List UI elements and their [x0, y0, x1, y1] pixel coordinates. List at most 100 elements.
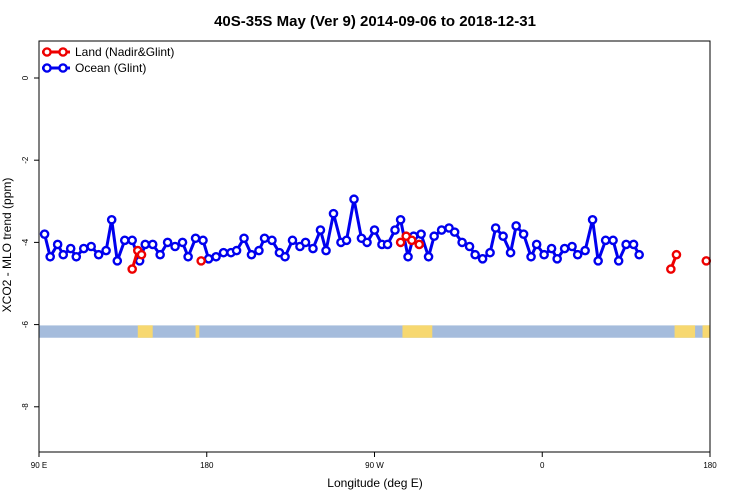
- ocean-series-point: [436, 225, 447, 235]
- chart-title: 40S-35S May (Ver 9) 2014-09-06 to 2018-1…: [214, 13, 536, 30]
- ocean-series-point: [190, 233, 201, 244]
- ocean-series-point: [45, 251, 55, 262]
- ocean-series-point: [634, 249, 644, 260]
- ocean-series-point: [608, 235, 618, 246]
- land-patch: [195, 325, 200, 338]
- x-axis-label: Longitude (deg E): [327, 476, 422, 490]
- ocean-series-point: [539, 249, 549, 260]
- y-tick-label: 0: [21, 75, 30, 80]
- land-series-point: [127, 264, 137, 274]
- ocean-series-point: [362, 237, 372, 248]
- ocean-series-point: [593, 256, 603, 266]
- ocean-series-point: [127, 235, 137, 246]
- ocean-series-point: [341, 235, 352, 246]
- ocean-series-point: [231, 245, 242, 256]
- x-tick-label: 90 W: [365, 461, 384, 470]
- ocean-series-point: [267, 235, 277, 246]
- legend-land-marker: [42, 47, 52, 57]
- ocean-series-point: [464, 241, 475, 252]
- ocean-series-point: [390, 225, 400, 235]
- ocean-series-point: [518, 229, 529, 239]
- y-tick-label: -4: [21, 238, 30, 246]
- ocean-series-point: [280, 251, 290, 262]
- ocean-series-point: [546, 243, 557, 254]
- land-series-point: [701, 256, 712, 266]
- ocean-series-point: [321, 245, 331, 256]
- ocean-series-point: [246, 249, 257, 260]
- legend-ocean-marker: [42, 63, 52, 73]
- ocean-series-point: [382, 239, 393, 250]
- ocean-series-point: [198, 235, 208, 246]
- ocean-series-point: [572, 249, 583, 260]
- ocean-series-point: [395, 214, 406, 225]
- ocean-series-point: [470, 249, 480, 260]
- legend-land-marker: [58, 47, 68, 57]
- ocean-series-point: [211, 251, 221, 262]
- ocean-series-point: [511, 221, 521, 231]
- ocean-series-point: [39, 229, 50, 239]
- ocean-series-point: [155, 249, 165, 260]
- ocean-series-point: [65, 243, 76, 254]
- y-tick-label: -2: [21, 156, 30, 164]
- ocean-band: [39, 325, 710, 338]
- ocean-series-point: [106, 214, 117, 225]
- land-series-point: [136, 249, 147, 260]
- ocean-series-point: [112, 256, 123, 266]
- ocean-series-point: [78, 243, 89, 254]
- ocean-series-point: [147, 239, 158, 250]
- y-tick-label: -6: [21, 320, 30, 328]
- ocean-series-point: [203, 254, 214, 264]
- ocean-series-point: [170, 241, 180, 252]
- ocean-series-point: [140, 239, 151, 250]
- ocean-series-point: [477, 254, 488, 264]
- ocean-series-point: [287, 235, 298, 246]
- land-series-point: [414, 239, 425, 250]
- land-patch: [674, 325, 696, 338]
- legend-ocean-marker: [58, 63, 68, 73]
- ocean-series-point: [587, 214, 598, 225]
- ocean-series-point: [71, 251, 82, 262]
- legend: Land (Nadir&Glint) Ocean (Glint): [42, 45, 174, 75]
- land-patch: [137, 325, 153, 338]
- land-patch: [402, 325, 433, 338]
- ocean-series-point: [429, 231, 439, 242]
- y-axis-label: XCO2 - MLO trend (ppm): [0, 178, 14, 313]
- ocean-series-point: [300, 237, 311, 248]
- ocean-series-point: [93, 249, 104, 260]
- ocean-series-point: [423, 251, 434, 262]
- legend-ocean-label: Ocean (Glint): [75, 61, 146, 75]
- ocean-series-point: [183, 251, 193, 262]
- ocean-series-point: [239, 233, 249, 244]
- ocean-series-point: [369, 225, 380, 235]
- legend-land-label: Land (Nadir&Glint): [75, 45, 174, 59]
- land-series-point: [196, 256, 206, 266]
- surface-band: [39, 325, 710, 338]
- land-series-point: [406, 235, 417, 246]
- ocean-series-point: [531, 239, 542, 250]
- series-layer: [39, 194, 712, 274]
- ocean-series-point: [254, 245, 264, 256]
- ocean-series-point: [490, 223, 501, 233]
- ocean-series-point: [308, 243, 318, 254]
- x-tick-label: 180: [200, 461, 214, 470]
- ocean-series-point: [328, 208, 339, 219]
- ocean-series-point: [485, 247, 495, 258]
- ocean-series-point: [349, 194, 359, 205]
- ocean-series-point: [449, 227, 460, 237]
- ocean-series-point: [559, 243, 570, 254]
- ocean-series-point: [580, 245, 590, 256]
- ocean-series-point: [628, 239, 639, 250]
- ocean-series-point: [52, 239, 63, 250]
- y-axis: 0 -2 -4 -6 -8: [21, 75, 39, 410]
- land-patch: [702, 325, 710, 338]
- x-tick-label: 90 E: [31, 461, 47, 470]
- ocean-series-point: [621, 239, 631, 250]
- land-series-point: [666, 264, 676, 274]
- ocean-series-point: [86, 241, 96, 252]
- ocean-series-point: [101, 245, 111, 256]
- ocean-series-point: [177, 237, 188, 248]
- ocean-series-point: [457, 237, 467, 248]
- x-tick-label: 0: [540, 461, 545, 470]
- ocean-series-point: [567, 241, 577, 252]
